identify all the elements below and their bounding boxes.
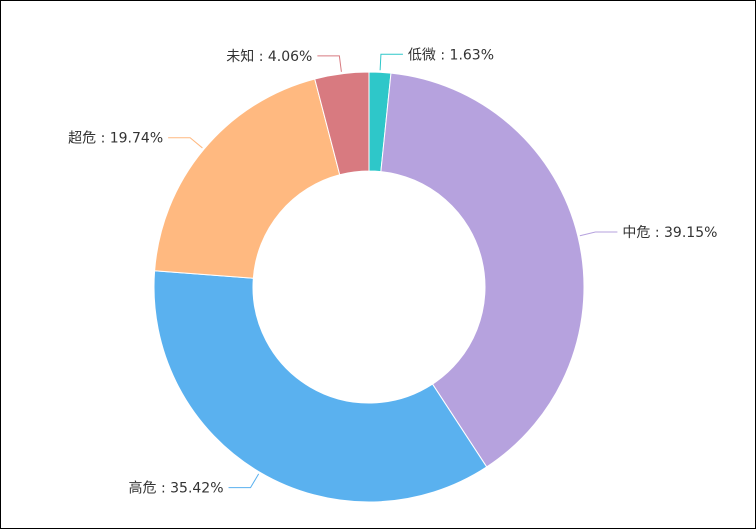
leader-lines-group [168, 53, 618, 489]
labels-group: 低微 : 1.63% 中危 : 39.15% 高危 : 35.42% 超危 : 19.… [68, 47, 717, 496]
slice-label-2: 高危 : 35.42% [129, 480, 224, 497]
slice-label-1: 中危 : 39.15% [622, 225, 717, 241]
leader-line-0 [379, 53, 403, 71]
slice-2[interactable] [153, 270, 488, 503]
leader-line-2 [228, 473, 260, 489]
leader-line-1 [579, 231, 618, 237]
slice-1[interactable] [380, 72, 585, 468]
leader-line-4 [317, 55, 342, 72]
slice-3[interactable] [154, 78, 341, 279]
slice-4[interactable] [314, 71, 370, 176]
leader-line-3 [168, 137, 203, 149]
slices-group [153, 71, 585, 503]
slice-label-4: 未知 : 4.06% [226, 48, 312, 65]
slice-label-0: 低微 : 1.63% [408, 47, 494, 63]
slice-label-3: 超危 : 19.74% [68, 131, 163, 147]
